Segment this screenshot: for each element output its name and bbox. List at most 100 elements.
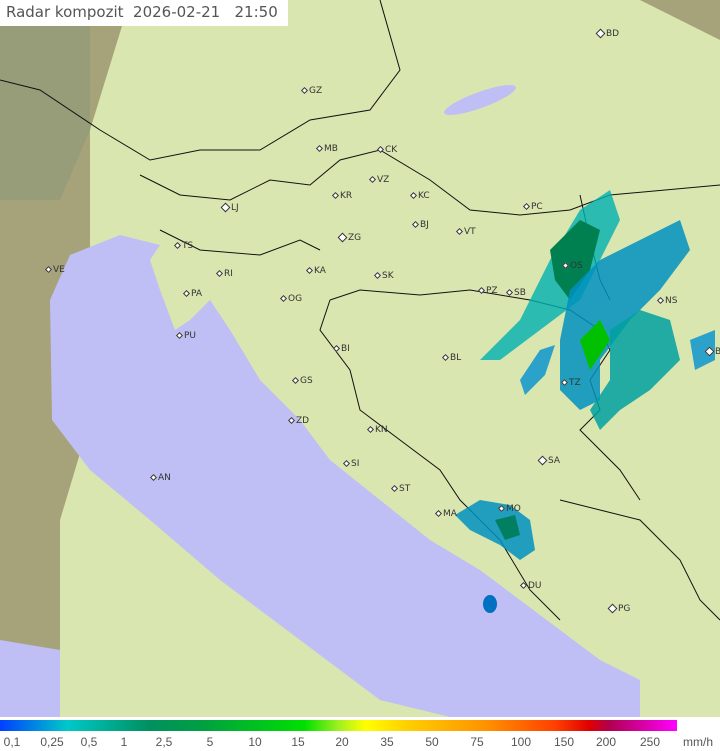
city-sb: SB	[505, 288, 526, 298]
city-code: PZ	[486, 286, 498, 296]
city-os: OS	[561, 261, 583, 271]
city-code: BL	[450, 353, 462, 363]
legend-tick-label: 5	[206, 735, 214, 749]
legend-tick-label: 200	[595, 735, 617, 749]
city-marker-icon	[519, 581, 528, 590]
city-marker-icon	[331, 191, 340, 200]
city-sk: SK	[373, 271, 394, 281]
city-bl: BL	[441, 353, 462, 363]
city-zg: ZG	[337, 232, 362, 243]
city-bd: BD	[595, 28, 620, 39]
city-code: BG	[715, 347, 720, 357]
city-code: TZ	[569, 378, 581, 388]
city-code: BD	[606, 29, 620, 39]
city-du: DU	[519, 581, 542, 591]
city-ma: MA	[434, 509, 457, 519]
map-title: Radar kompozit 2026-02-21 21:50	[0, 0, 288, 26]
city-code: VZ	[377, 175, 390, 185]
legend-tick-label: 15	[291, 735, 305, 749]
city-marker-icon	[173, 241, 182, 250]
city-code: TS	[182, 241, 194, 251]
city-kc: KC	[409, 191, 430, 201]
city-marker-icon	[373, 271, 382, 280]
city-gs: GS	[291, 376, 313, 386]
city-code: PU	[184, 331, 197, 341]
city-mo: MO	[497, 504, 521, 514]
city-code: OS	[570, 261, 583, 271]
precipitation-echoes	[455, 190, 715, 613]
city-ri: RI	[215, 269, 233, 279]
city-marker-icon	[149, 473, 158, 482]
legend-unit: mm/h	[683, 735, 713, 749]
city-marker-icon	[291, 376, 300, 385]
city-code: BI	[341, 344, 350, 354]
legend-tick-label: 35	[380, 735, 394, 749]
city-kr: KR	[331, 191, 353, 201]
city-vt: VT	[455, 227, 476, 237]
city-og: OG	[279, 295, 302, 304]
city-code: BJ	[420, 220, 429, 230]
city-code: MO	[506, 504, 521, 514]
legend-tick-label: 0,25	[40, 735, 64, 749]
city-marker-icon	[368, 175, 377, 184]
city-code: GZ	[309, 86, 323, 96]
city-vz: VZ	[368, 175, 390, 185]
city-marker-icon	[477, 286, 486, 295]
city-code: AN	[158, 473, 171, 483]
city-ka: KA	[305, 266, 326, 276]
city-pc: PC	[522, 202, 543, 212]
city-code: CK	[385, 145, 398, 155]
city-marker-icon	[561, 261, 570, 270]
city-code: PC	[531, 202, 543, 212]
city-marker-icon	[315, 144, 324, 153]
city-code: SB	[514, 288, 526, 298]
city-marker-icon	[409, 191, 418, 200]
city-marker-icon	[182, 289, 191, 298]
city-sa: SA	[537, 455, 560, 466]
city-code: SK	[382, 271, 394, 281]
city-marker-icon	[455, 227, 464, 236]
city-marker-icon	[337, 232, 348, 243]
city-marker-icon	[704, 346, 715, 357]
city-marker-icon	[300, 86, 309, 95]
city-code: ZG	[348, 233, 362, 243]
city-marker-icon	[441, 353, 450, 362]
city-marker-icon	[44, 265, 53, 274]
city-bj: BJ	[411, 220, 429, 230]
lake-balaton	[444, 84, 516, 116]
city-code: VT	[464, 227, 476, 237]
legend-tick-label: 250	[639, 735, 661, 749]
city-gz: GZ	[300, 86, 323, 96]
city-marker-icon	[376, 145, 385, 154]
city-marker-icon	[434, 509, 443, 518]
city-marker-icon	[215, 269, 224, 278]
city-code: GS	[300, 376, 313, 386]
legend-color-bar	[0, 720, 677, 731]
legend-tick-label: 0,5	[80, 735, 98, 749]
legend-tick-label: 50	[425, 735, 439, 749]
city-pz: PZ	[477, 286, 498, 296]
city-si: SI	[342, 459, 359, 469]
city-marker-icon	[595, 28, 606, 39]
legend-tick-label: 150	[553, 735, 575, 749]
legend-tick-label: 1	[120, 735, 128, 749]
city-code: KN	[375, 425, 388, 435]
city-pg: PG	[607, 603, 630, 614]
city-marker-icon	[287, 416, 296, 425]
city-marker-icon	[342, 459, 351, 468]
city-marker-icon	[656, 296, 665, 305]
city-marker-icon	[560, 378, 569, 387]
city-pu: PU	[175, 331, 197, 341]
city-code: LJ	[231, 203, 239, 213]
city-zd: ZD	[287, 416, 309, 426]
city-ns: NS	[656, 296, 677, 306]
city-marker-icon	[522, 202, 531, 211]
city-marker-icon	[332, 344, 341, 353]
city-marker-icon	[497, 504, 506, 513]
city-marker-icon	[607, 603, 618, 614]
city-code: KR	[340, 191, 353, 201]
city-st: ST	[390, 484, 411, 494]
city-code: KA	[314, 266, 326, 276]
city-code: ST	[399, 484, 411, 494]
radar-map	[0, 0, 720, 717]
